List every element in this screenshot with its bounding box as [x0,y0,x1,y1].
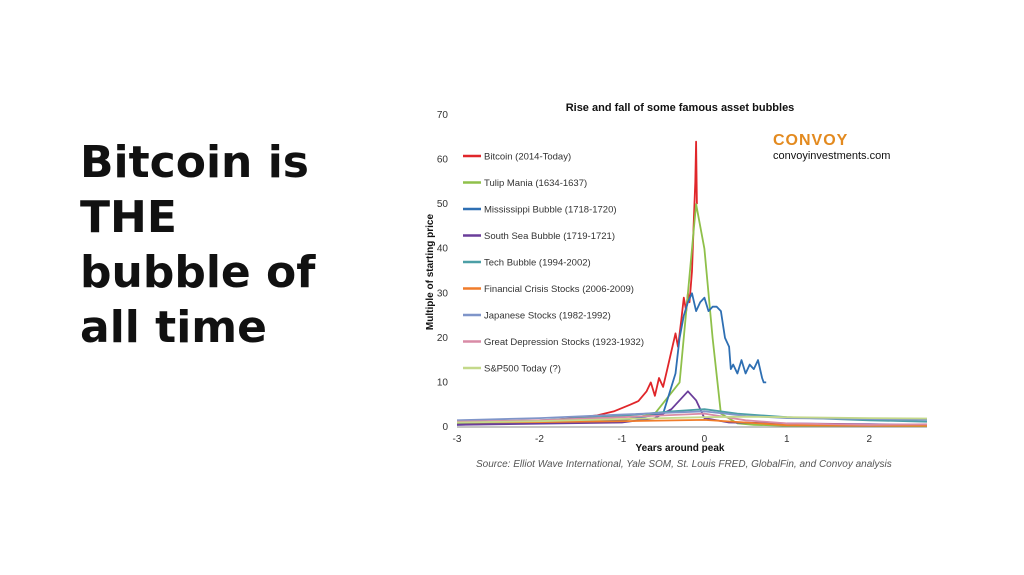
legend-label: Bitcoin (2014-Today) [484,152,571,163]
source-note: Source: Elliot Wave International, Yale … [476,459,892,470]
y-tick-label: 10 [437,377,449,388]
x-tick-label: 1 [784,434,790,445]
series-line [456,418,927,427]
headline-line: Bitcoin is [80,137,309,188]
y-tick-label: 20 [437,333,449,344]
x-axis: -3 -2 -1 0 1 2 [453,434,873,445]
series-line [456,292,767,426]
legend-label: S&P500 Today (?) [484,364,561,375]
headline-line: bubble of [80,247,316,298]
y-tick-label: 0 [442,422,448,433]
x-tick-label: -3 [453,434,462,445]
x-axis-label: Years around peak [636,443,725,454]
x-tick-label: 0 [702,434,708,445]
x-tick-label: 2 [866,434,872,445]
headline: Bitcoin is THE bubble of all time [80,135,360,355]
chart-title: Rise and fall of some famous asset bubbl… [566,102,795,114]
legend-label: South Sea Bubble (1719-1721) [484,231,615,242]
y-tick-label: 60 [437,155,449,166]
headline-line: all time [80,302,267,353]
y-tick-label: 30 [437,288,449,299]
brand-logo: CONVOY [773,132,848,149]
x-tick-label: -2 [535,434,544,445]
legend-label: Tulip Mania (1634-1637) [484,178,587,189]
y-tick-label: 40 [437,244,449,255]
y-tick-label: 50 [437,199,449,210]
y-axis: 0 10 20 30 40 50 60 70 [437,110,449,433]
legend-label: Mississippi Bubble (1718-1720) [484,205,617,216]
y-tick-label: 70 [437,110,449,121]
legend: Bitcoin (2014-Today) Tulip Mania (1634-16… [463,152,644,375]
series-line [456,415,928,424]
legend-label: Tech Bubble (1994-2002) [484,258,591,269]
headline-line: THE [80,192,177,243]
series-lines [456,140,928,427]
legend-label: Financial Crisis Stocks (2006-2009) [484,284,634,295]
y-axis-label: Multiple of starting price [425,214,436,331]
x-tick-label: -1 [617,434,626,445]
brand-url: convoyinvestments.com [773,150,890,162]
legend-label: Great Depression Stocks (1923-1932) [484,337,644,348]
series-line [456,140,698,424]
legend-label: Japanese Stocks (1982-1992) [484,311,611,322]
